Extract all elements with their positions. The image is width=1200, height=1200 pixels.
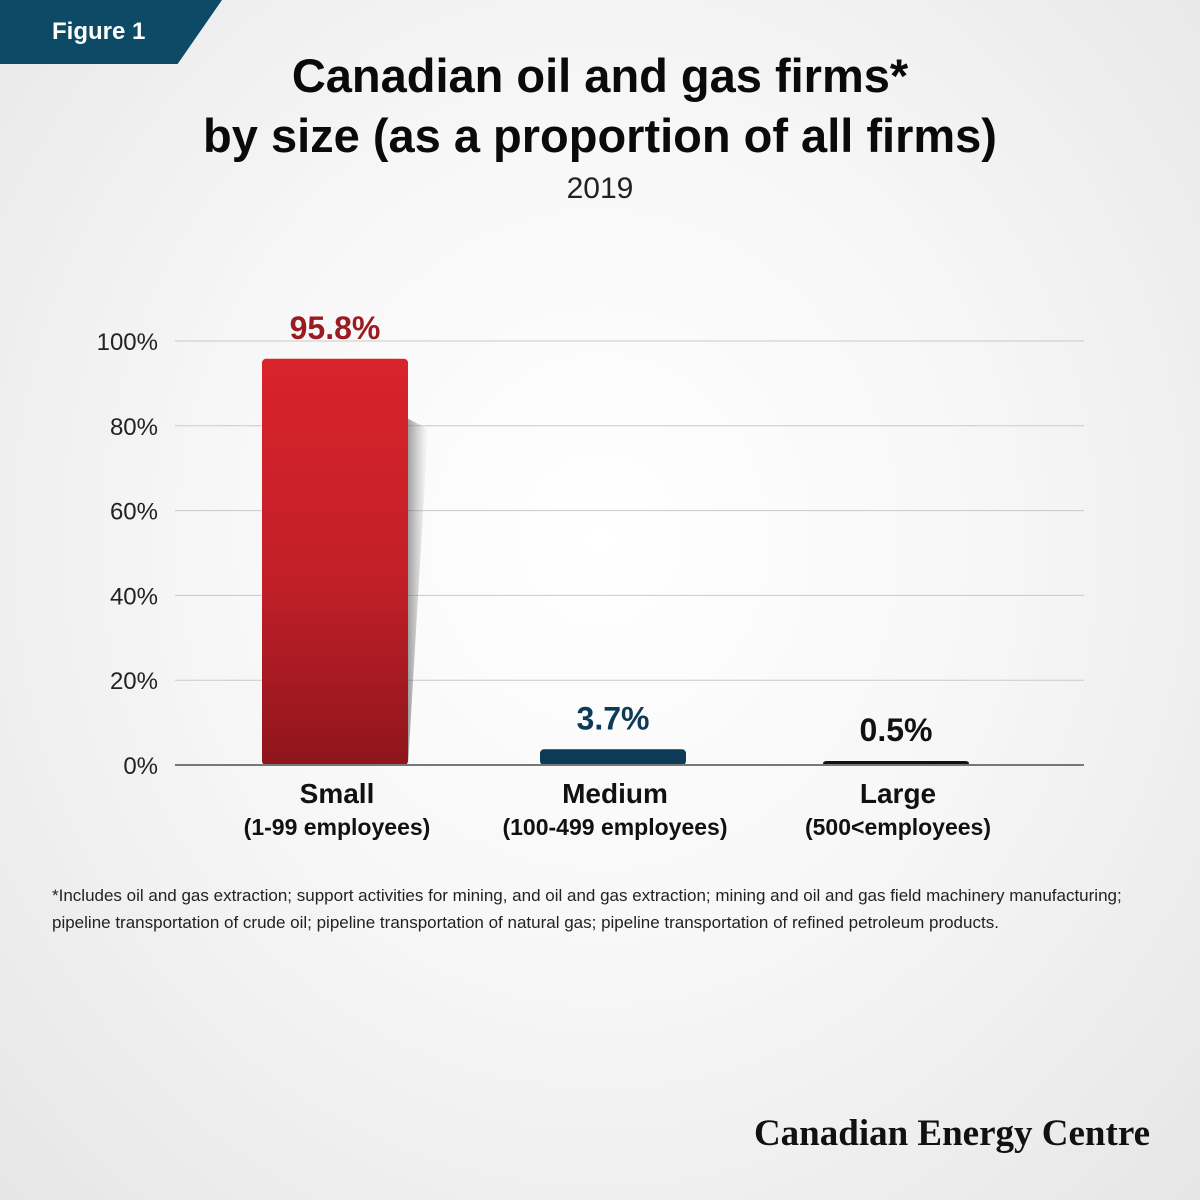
x-category-sublabel: (500<employees) — [805, 814, 991, 840]
chart-title-line1: Canadian oil and gas firms* — [291, 49, 909, 102]
x-category-label: Medium — [562, 778, 668, 809]
brand-logo: Canadian Energy Centre — [753, 1113, 1150, 1154]
y-tick-label: 100% — [97, 329, 158, 356]
x-category-label: Small — [300, 778, 375, 809]
x-category-label: Large — [860, 778, 936, 809]
bar-shadow — [408, 418, 428, 765]
bar-chart: 0% 20% 40% 60% 80% 100% 95.8% Small (1-99 emplo… — [97, 310, 1084, 840]
data-label: 95.8% — [290, 310, 381, 346]
bar — [540, 749, 686, 765]
footnote: *Includes oil and gas extraction; suppor… — [52, 886, 1122, 932]
chart-title-line2: by size (as a proportion of all firms) — [203, 109, 997, 162]
chart-subtitle: 2019 — [566, 172, 634, 205]
figure-tag-label: Figure 1 — [52, 18, 146, 45]
y-tick-label: 80% — [110, 414, 158, 441]
y-tick-label: 60% — [110, 499, 158, 526]
bar — [262, 358, 408, 765]
y-tick-label: 0% — [123, 753, 158, 780]
data-label: 3.7% — [577, 700, 650, 736]
y-tick-label: 40% — [110, 583, 158, 610]
x-category-sublabel: (1-99 employees) — [244, 814, 431, 840]
x-category-sublabel: (100-499 employees) — [502, 814, 727, 840]
y-tick-label: 20% — [110, 668, 158, 695]
figure-tag: Figure 1 — [0, 0, 222, 64]
data-label: 0.5% — [860, 712, 933, 748]
